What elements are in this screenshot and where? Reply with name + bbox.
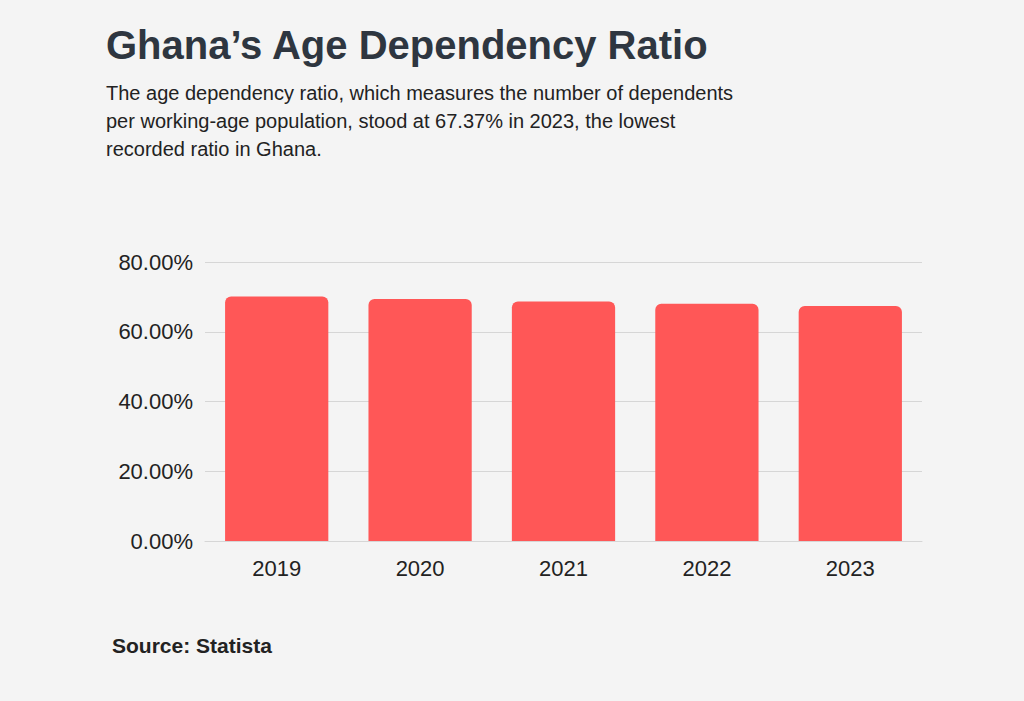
svg-text:Ghana’s Age Dependency Ratio: Ghana’s Age Dependency Ratio xyxy=(106,23,708,67)
svg-text:2022: 2022 xyxy=(682,556,731,581)
svg-text:: Statista: : Statista xyxy=(183,634,272,657)
svg-text:The age dependency ratio, whic: The age dependency ratio, which measures… xyxy=(106,82,739,104)
svg-text:2019: 2019 xyxy=(252,556,301,581)
svg-text:2021: 2021 xyxy=(539,556,588,581)
svg-text:2020: 2020 xyxy=(396,556,445,581)
svg-text:0.00%: 0.00% xyxy=(131,529,193,554)
svg-text:20.00%: 20.00% xyxy=(118,459,193,484)
svg-text:60.00%: 60.00% xyxy=(118,319,193,344)
svg-text:80.00%: 80.00% xyxy=(118,250,193,275)
svg-text:Source: Source xyxy=(112,634,183,657)
svg-text:2023: 2023 xyxy=(826,556,875,581)
svg-text:40.00%: 40.00% xyxy=(118,389,193,414)
svg-text:per working-age population, st: per working-age population, stood at 67.… xyxy=(106,110,681,132)
svg-text:recorded ratio in Ghana.: recorded ratio in Ghana. xyxy=(106,138,322,160)
